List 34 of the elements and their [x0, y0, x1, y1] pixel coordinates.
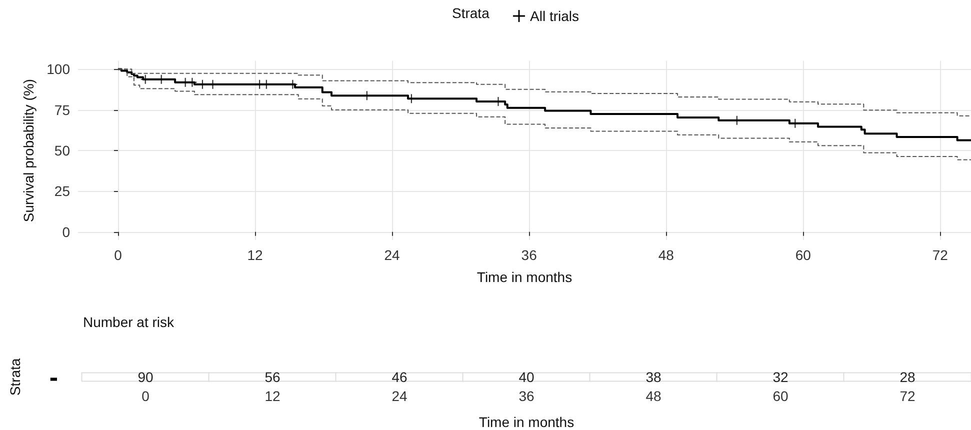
x-tick-label: 36 [518, 388, 534, 404]
data-label: 56 [264, 369, 280, 385]
x-tick-label: 60 [795, 247, 812, 263]
data-label: 90 [138, 369, 154, 385]
y-axis-title: Survival probability (%) [20, 78, 37, 222]
x-tick-label: 24 [384, 247, 400, 263]
x-axis-title: Time in months [478, 414, 574, 430]
x-tick-label: 72 [900, 388, 916, 404]
y-tick-label: - [49, 362, 58, 392]
x-tick-label: 12 [247, 247, 263, 263]
x-tick-label: 24 [392, 388, 408, 404]
x-tick-label: 0 [114, 247, 122, 263]
data-label: 28 [900, 369, 916, 385]
data-label: 46 [392, 369, 408, 385]
data-label: 40 [518, 369, 534, 385]
y-tick-label: 100 [46, 61, 70, 78]
y-axis-title: Strata [7, 358, 23, 396]
data-label: 38 [646, 369, 662, 385]
y-tick-label: 25 [54, 183, 70, 200]
x-tick-label: 72 [932, 247, 948, 263]
x-tick-label: 60 [772, 388, 788, 404]
x-tick-label: 12 [264, 388, 280, 404]
x-axis-title: Time in months [476, 269, 572, 285]
x-tick-label: 48 [658, 247, 674, 263]
x-tick-label: 0 [142, 388, 150, 404]
y-tick-label: 50 [54, 142, 70, 158]
y-tick-label: 0 [62, 224, 70, 240]
data-label: 32 [772, 369, 788, 385]
text: Number at risk [83, 314, 176, 330]
legend-label: All trials [530, 8, 580, 24]
x-tick-label: 48 [646, 388, 662, 404]
legend-title: Strata [452, 5, 490, 21]
x-tick-label: 36 [521, 247, 538, 263]
y-tick-label: 75 [54, 102, 70, 118]
